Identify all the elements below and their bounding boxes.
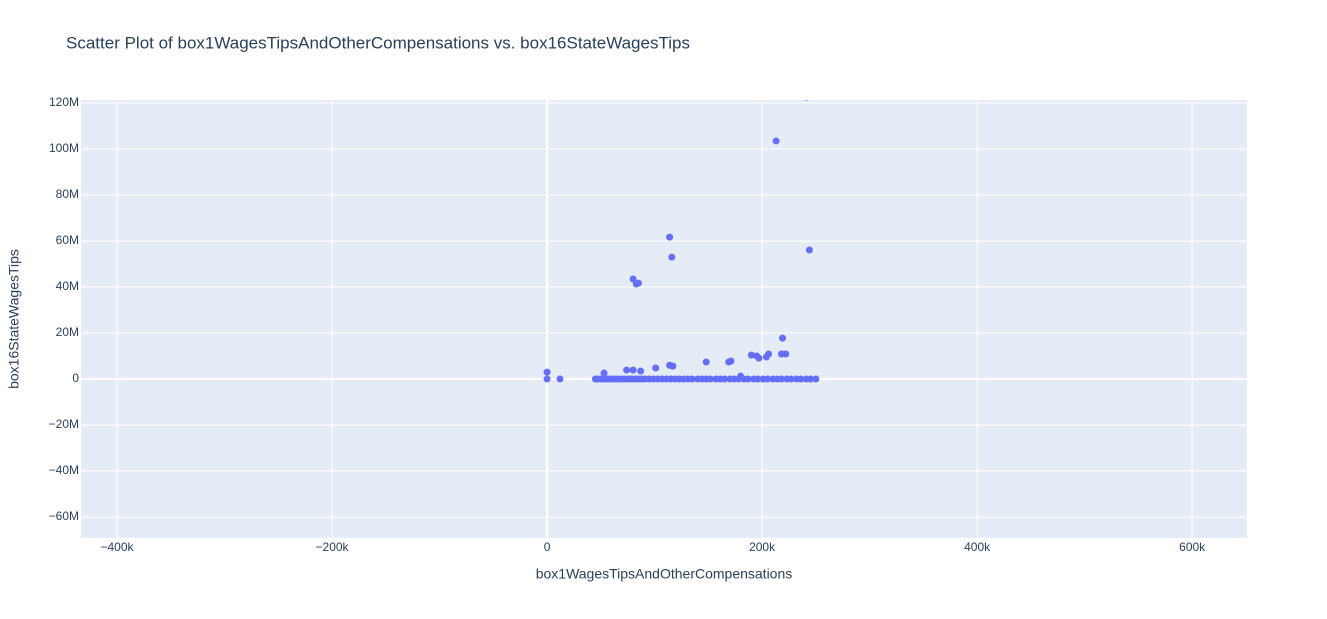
point bbox=[669, 362, 677, 370]
point bbox=[805, 246, 813, 254]
y-tick-label: 20M bbox=[56, 325, 79, 339]
y-tick-label: −60M bbox=[49, 509, 79, 523]
point bbox=[727, 357, 735, 365]
point bbox=[812, 375, 820, 383]
point bbox=[777, 375, 785, 383]
point bbox=[629, 275, 637, 283]
y-tick-label: 40M bbox=[56, 279, 79, 293]
x-tick-label: 200k bbox=[749, 540, 776, 554]
y-tick-label: 120M bbox=[49, 95, 79, 109]
y-tick-label: 100M bbox=[49, 141, 79, 155]
plot-area bbox=[81, 100, 1247, 538]
point bbox=[623, 366, 631, 374]
point bbox=[797, 375, 805, 383]
point bbox=[652, 364, 660, 372]
point bbox=[720, 375, 728, 383]
x-tick-label: −200k bbox=[316, 540, 350, 554]
point bbox=[755, 354, 763, 362]
x-tick-label: 600k bbox=[1179, 540, 1206, 554]
point bbox=[772, 137, 780, 145]
point bbox=[707, 375, 715, 383]
point bbox=[543, 375, 551, 383]
y-tick-label: 80M bbox=[56, 187, 79, 201]
points bbox=[543, 100, 820, 383]
y-axis-title: box16StateWagesTips bbox=[6, 249, 22, 389]
point bbox=[543, 368, 551, 376]
chart-title: Scatter Plot of box1WagesTipsAndOtherCom… bbox=[66, 33, 690, 52]
point bbox=[744, 375, 752, 383]
point bbox=[782, 350, 790, 358]
point bbox=[556, 375, 564, 383]
x-tick-label: 400k bbox=[964, 540, 991, 554]
point bbox=[765, 350, 773, 358]
point bbox=[747, 351, 755, 359]
y-tick-label: 0 bbox=[72, 371, 79, 385]
point bbox=[804, 100, 809, 101]
x-tick-label: −400k bbox=[101, 540, 135, 554]
point bbox=[634, 279, 642, 287]
point bbox=[763, 375, 771, 383]
point bbox=[737, 372, 745, 380]
point bbox=[787, 375, 795, 383]
x-tick-label: 0 bbox=[544, 540, 551, 554]
grid bbox=[81, 100, 1247, 538]
point bbox=[600, 369, 608, 377]
point bbox=[702, 358, 710, 366]
y-tick-label: −40M bbox=[49, 463, 79, 477]
point bbox=[637, 367, 645, 375]
point bbox=[688, 375, 696, 383]
point bbox=[754, 375, 762, 383]
point bbox=[668, 253, 676, 261]
y-tick-label: −20M bbox=[49, 417, 79, 431]
x-axis-title: box1WagesTipsAndOtherCompensations bbox=[536, 566, 793, 582]
y-tick-label: 60M bbox=[56, 233, 79, 247]
point bbox=[806, 375, 814, 383]
point bbox=[779, 334, 787, 342]
point bbox=[629, 366, 637, 374]
point bbox=[666, 233, 674, 241]
